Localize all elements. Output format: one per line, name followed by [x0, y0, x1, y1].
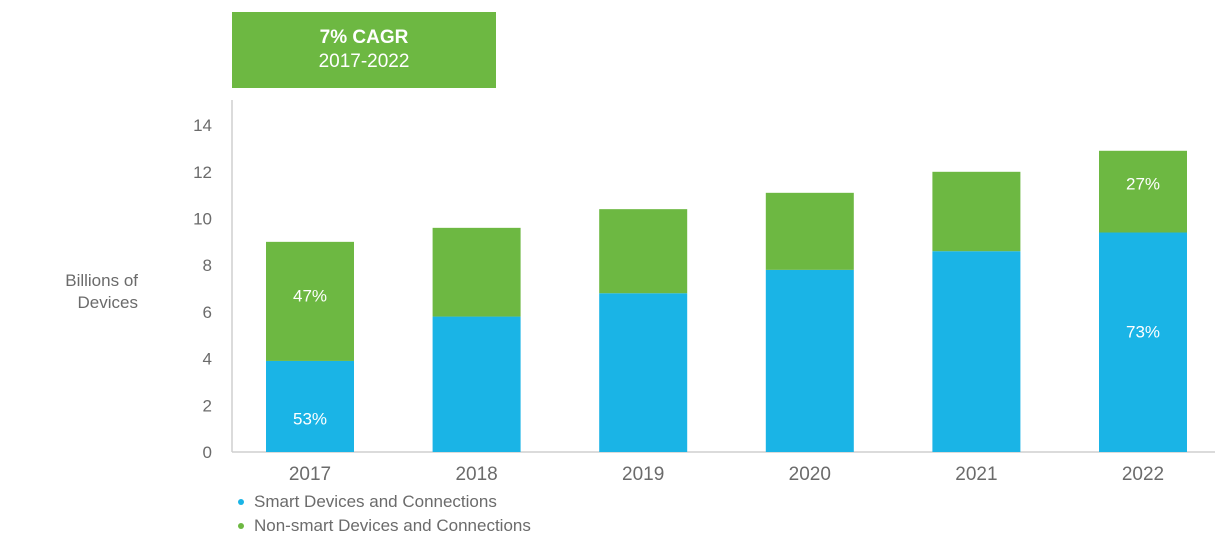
bar-nonsmart — [599, 209, 688, 294]
data-label: 47% — [293, 286, 327, 305]
legend-item-nonsmart: Non-smart Devices and Connections — [238, 514, 531, 538]
data-label: 53% — [293, 409, 327, 428]
y-tick-label: 0 — [203, 443, 212, 462]
bar-smart — [1099, 232, 1187, 452]
legend: Smart Devices and Connections Non-smart … — [238, 490, 531, 538]
y-tick-label: 4 — [203, 350, 212, 369]
legend-swatch-nonsmart — [238, 523, 244, 529]
x-tick-label: 2017 — [289, 464, 331, 485]
x-tick-label: 2018 — [455, 464, 497, 485]
bar-smart — [266, 360, 354, 452]
bar-nonsmart — [432, 227, 521, 317]
bar-nonsmart — [266, 241, 354, 361]
x-tick-label: 2019 — [622, 464, 664, 485]
y-axis-label: Billions of Devices — [28, 270, 138, 314]
legend-label-smart: Smart Devices and Connections — [254, 492, 497, 511]
y-tick-label: 8 — [203, 256, 212, 275]
data-label: 73% — [1126, 322, 1160, 341]
data-label: 27% — [1126, 174, 1160, 193]
y-tick-label: 10 — [193, 210, 212, 229]
x-tick-label: 2021 — [955, 464, 997, 485]
bar-smart — [932, 251, 1021, 452]
bar-smart — [599, 293, 688, 452]
legend-item-smart: Smart Devices and Connections — [238, 490, 531, 514]
cagr-period: 2017-2022 — [318, 51, 410, 72]
bar-nonsmart — [1099, 150, 1187, 233]
y-axis-label-line2: Devices — [77, 293, 138, 312]
x-tick-label: 2020 — [789, 464, 831, 485]
y-axis-label-line1: Billions of — [65, 271, 138, 290]
y-tick-label: 2 — [203, 396, 212, 415]
legend-swatch-smart — [238, 499, 244, 505]
y-tick-label: 12 — [193, 163, 212, 182]
y-tick-label: 6 — [203, 303, 212, 322]
legend-label-nonsmart: Non-smart Devices and Connections — [254, 516, 531, 535]
cagr-rate: 7% CAGR — [319, 27, 409, 48]
y-tick-label: 14 — [193, 116, 212, 135]
cagr-callout: 7% CAGR 2017-2022 — [232, 12, 496, 88]
bar-smart — [432, 316, 521, 452]
x-tick-label: 2022 — [1122, 464, 1164, 485]
bar-nonsmart — [765, 192, 854, 270]
bar-smart — [765, 269, 854, 452]
bar-nonsmart — [932, 171, 1021, 252]
